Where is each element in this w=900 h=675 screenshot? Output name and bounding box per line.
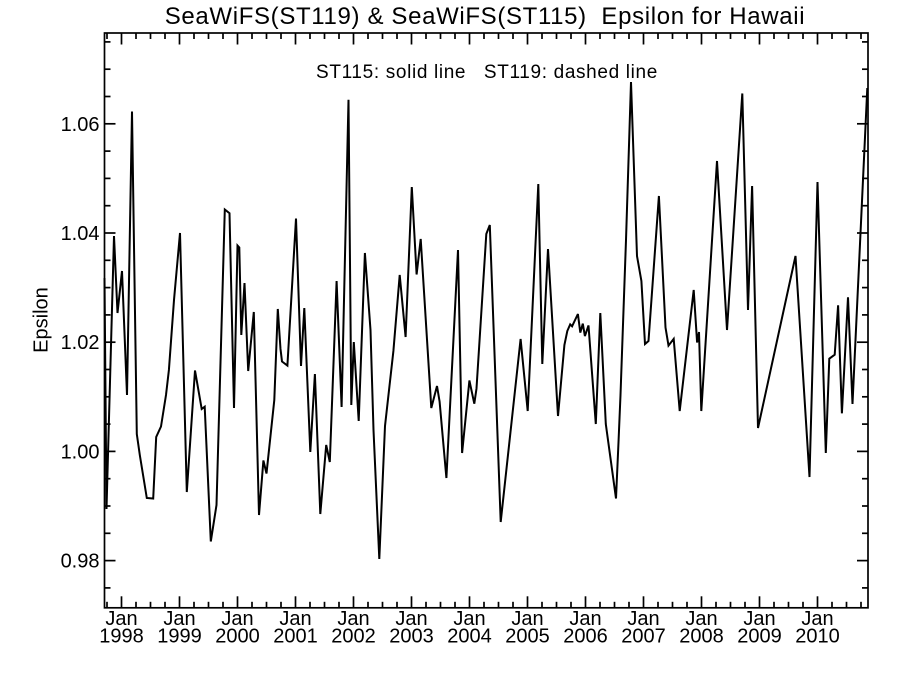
svg-text:2004: 2004 [447, 626, 492, 648]
svg-text:Jan: Jan [105, 608, 137, 630]
svg-text:2008: 2008 [679, 626, 724, 648]
svg-text:2002: 2002 [331, 626, 376, 648]
svg-text:Jan: Jan [627, 608, 659, 630]
svg-text:2009: 2009 [737, 626, 782, 648]
svg-text:1.04: 1.04 [61, 223, 100, 245]
svg-text:1.06: 1.06 [61, 114, 100, 136]
svg-text:Jan: Jan [221, 608, 253, 630]
svg-text:Jan: Jan [163, 608, 195, 630]
svg-text:2010: 2010 [795, 626, 840, 648]
svg-text:2005: 2005 [505, 626, 550, 648]
svg-text:2003: 2003 [389, 626, 434, 648]
svg-text:Jan: Jan [801, 608, 833, 630]
svg-text:Epsilon: Epsilon [31, 287, 53, 353]
svg-text:Jan: Jan [279, 608, 311, 630]
svg-text:Jan: Jan [395, 608, 427, 630]
svg-text:2007: 2007 [621, 626, 666, 648]
svg-text:1.00: 1.00 [61, 441, 100, 463]
svg-text:Jan: Jan [453, 608, 485, 630]
svg-text:Jan: Jan [511, 608, 543, 630]
svg-text:1999: 1999 [157, 626, 202, 648]
svg-text:1.02: 1.02 [61, 332, 100, 354]
svg-text:Jan: Jan [685, 608, 717, 630]
svg-text:Jan: Jan [337, 608, 369, 630]
svg-text:Jan: Jan [743, 608, 775, 630]
svg-text:SeaWiFS(ST119) & SeaWiFS(ST115: SeaWiFS(ST119) & SeaWiFS(ST115) Epsilon … [165, 3, 805, 30]
svg-text:1998: 1998 [99, 626, 144, 648]
svg-text:2006: 2006 [563, 626, 608, 648]
svg-text:Jan: Jan [569, 608, 601, 630]
svg-text:0.98: 0.98 [61, 551, 100, 573]
svg-text:2001: 2001 [273, 626, 318, 648]
svg-text:ST115: solid line ST119: das: ST115: solid line ST119: dashed line [316, 62, 658, 83]
svg-text:2000: 2000 [215, 626, 260, 648]
